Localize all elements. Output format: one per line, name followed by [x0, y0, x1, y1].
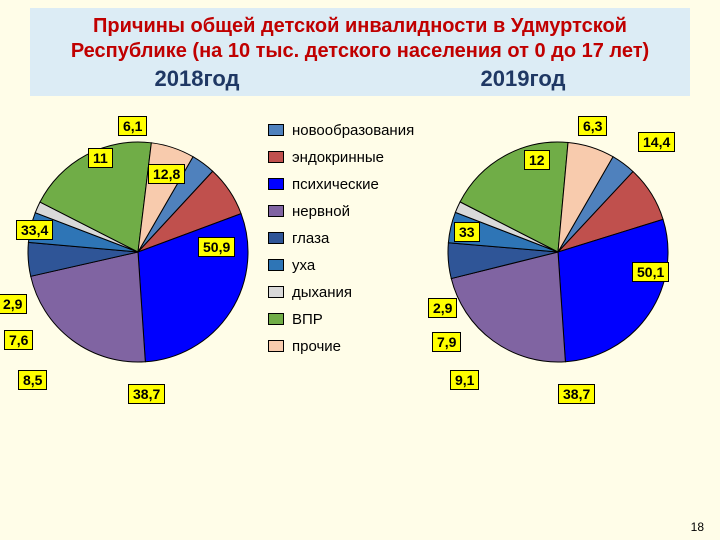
legend-label-eye: глаза	[292, 230, 329, 247]
legend-swatch-vpr	[268, 313, 284, 325]
data-label-psy: 50,1	[632, 262, 669, 282]
legend-item-psy: психические	[268, 176, 428, 193]
chart-title: Причины общей детской инвалидности в Удм…	[34, 14, 686, 64]
data-label-endo: 14,4	[638, 132, 675, 152]
data-label-resp: 2,9	[428, 298, 457, 318]
legend-label-vpr: ВПР	[292, 311, 323, 328]
data-label-resp: 2,9	[0, 294, 27, 314]
data-label-nerv: 38,7	[128, 384, 165, 404]
pie-chart-2019: 6,3 14,4 50,1 38,7 9,1 7,9 2,9 33 12	[428, 102, 688, 442]
title-box: Причины общей детской инвалидности в Удм…	[30, 8, 690, 96]
legend-item-resp: дыхания	[268, 284, 428, 301]
data-label-other: 12	[524, 150, 550, 170]
data-label-eye: 9,1	[450, 370, 479, 390]
data-label-eye: 8,5	[18, 370, 47, 390]
data-label-psy: 50,9	[198, 237, 235, 257]
legend-label-nerv: нервной	[292, 203, 350, 220]
year-left: 2018год	[155, 66, 240, 92]
legend-label-endo: эндокринные	[292, 149, 384, 166]
legend-swatch-eye	[268, 232, 284, 244]
legend-item-ear: уха	[268, 257, 428, 274]
data-label-neo: 6,1	[118, 116, 147, 136]
page-number: 18	[691, 520, 704, 534]
year-right: 2019год	[481, 66, 566, 92]
year-row: 2018год 2019год	[34, 66, 686, 92]
legend-label-psy: психические	[292, 176, 379, 193]
charts-row: 6,1 12,8 50,9 38,7 8,5 7,6 2,9 33,4 11 новообраз…	[0, 102, 720, 442]
data-label-other: 11	[88, 148, 113, 168]
legend-item-nerv: нервной	[268, 203, 428, 220]
pie-chart-2018: 6,112,850,938,78,57,62,933,411	[8, 102, 268, 442]
legend-swatch-nerv	[268, 205, 284, 217]
legend-item-other: прочие	[268, 338, 428, 355]
legend-swatch-psy	[268, 178, 284, 190]
legend-swatch-resp	[268, 286, 284, 298]
data-label-vpr: 33,4	[16, 220, 53, 240]
legend-swatch-neo	[268, 124, 284, 136]
legend-label-ear: уха	[292, 257, 315, 274]
legend-swatch-ear	[268, 259, 284, 271]
data-label-ear: 7,6	[4, 330, 33, 350]
legend-item-neo: новообразования	[268, 122, 428, 139]
data-label-neo: 6,3	[578, 116, 607, 136]
legend-item-endo: эндокринные	[268, 149, 428, 166]
legend-swatch-endo	[268, 151, 284, 163]
legend-label-neo: новообразования	[292, 122, 414, 139]
legend-label-resp: дыхания	[292, 284, 352, 301]
legend-item-eye: глаза	[268, 230, 428, 247]
data-label-vpr: 33	[454, 222, 480, 242]
data-label-nerv: 38,7	[558, 384, 595, 404]
legend-item-vpr: ВПР	[268, 311, 428, 328]
data-label-ear: 7,9	[432, 332, 461, 352]
legend-label-other: прочие	[292, 338, 341, 355]
data-label-endo: 12,8	[148, 164, 185, 184]
legend: новообразования эндокринные психические нер…	[268, 122, 428, 365]
legend-swatch-other	[268, 340, 284, 352]
